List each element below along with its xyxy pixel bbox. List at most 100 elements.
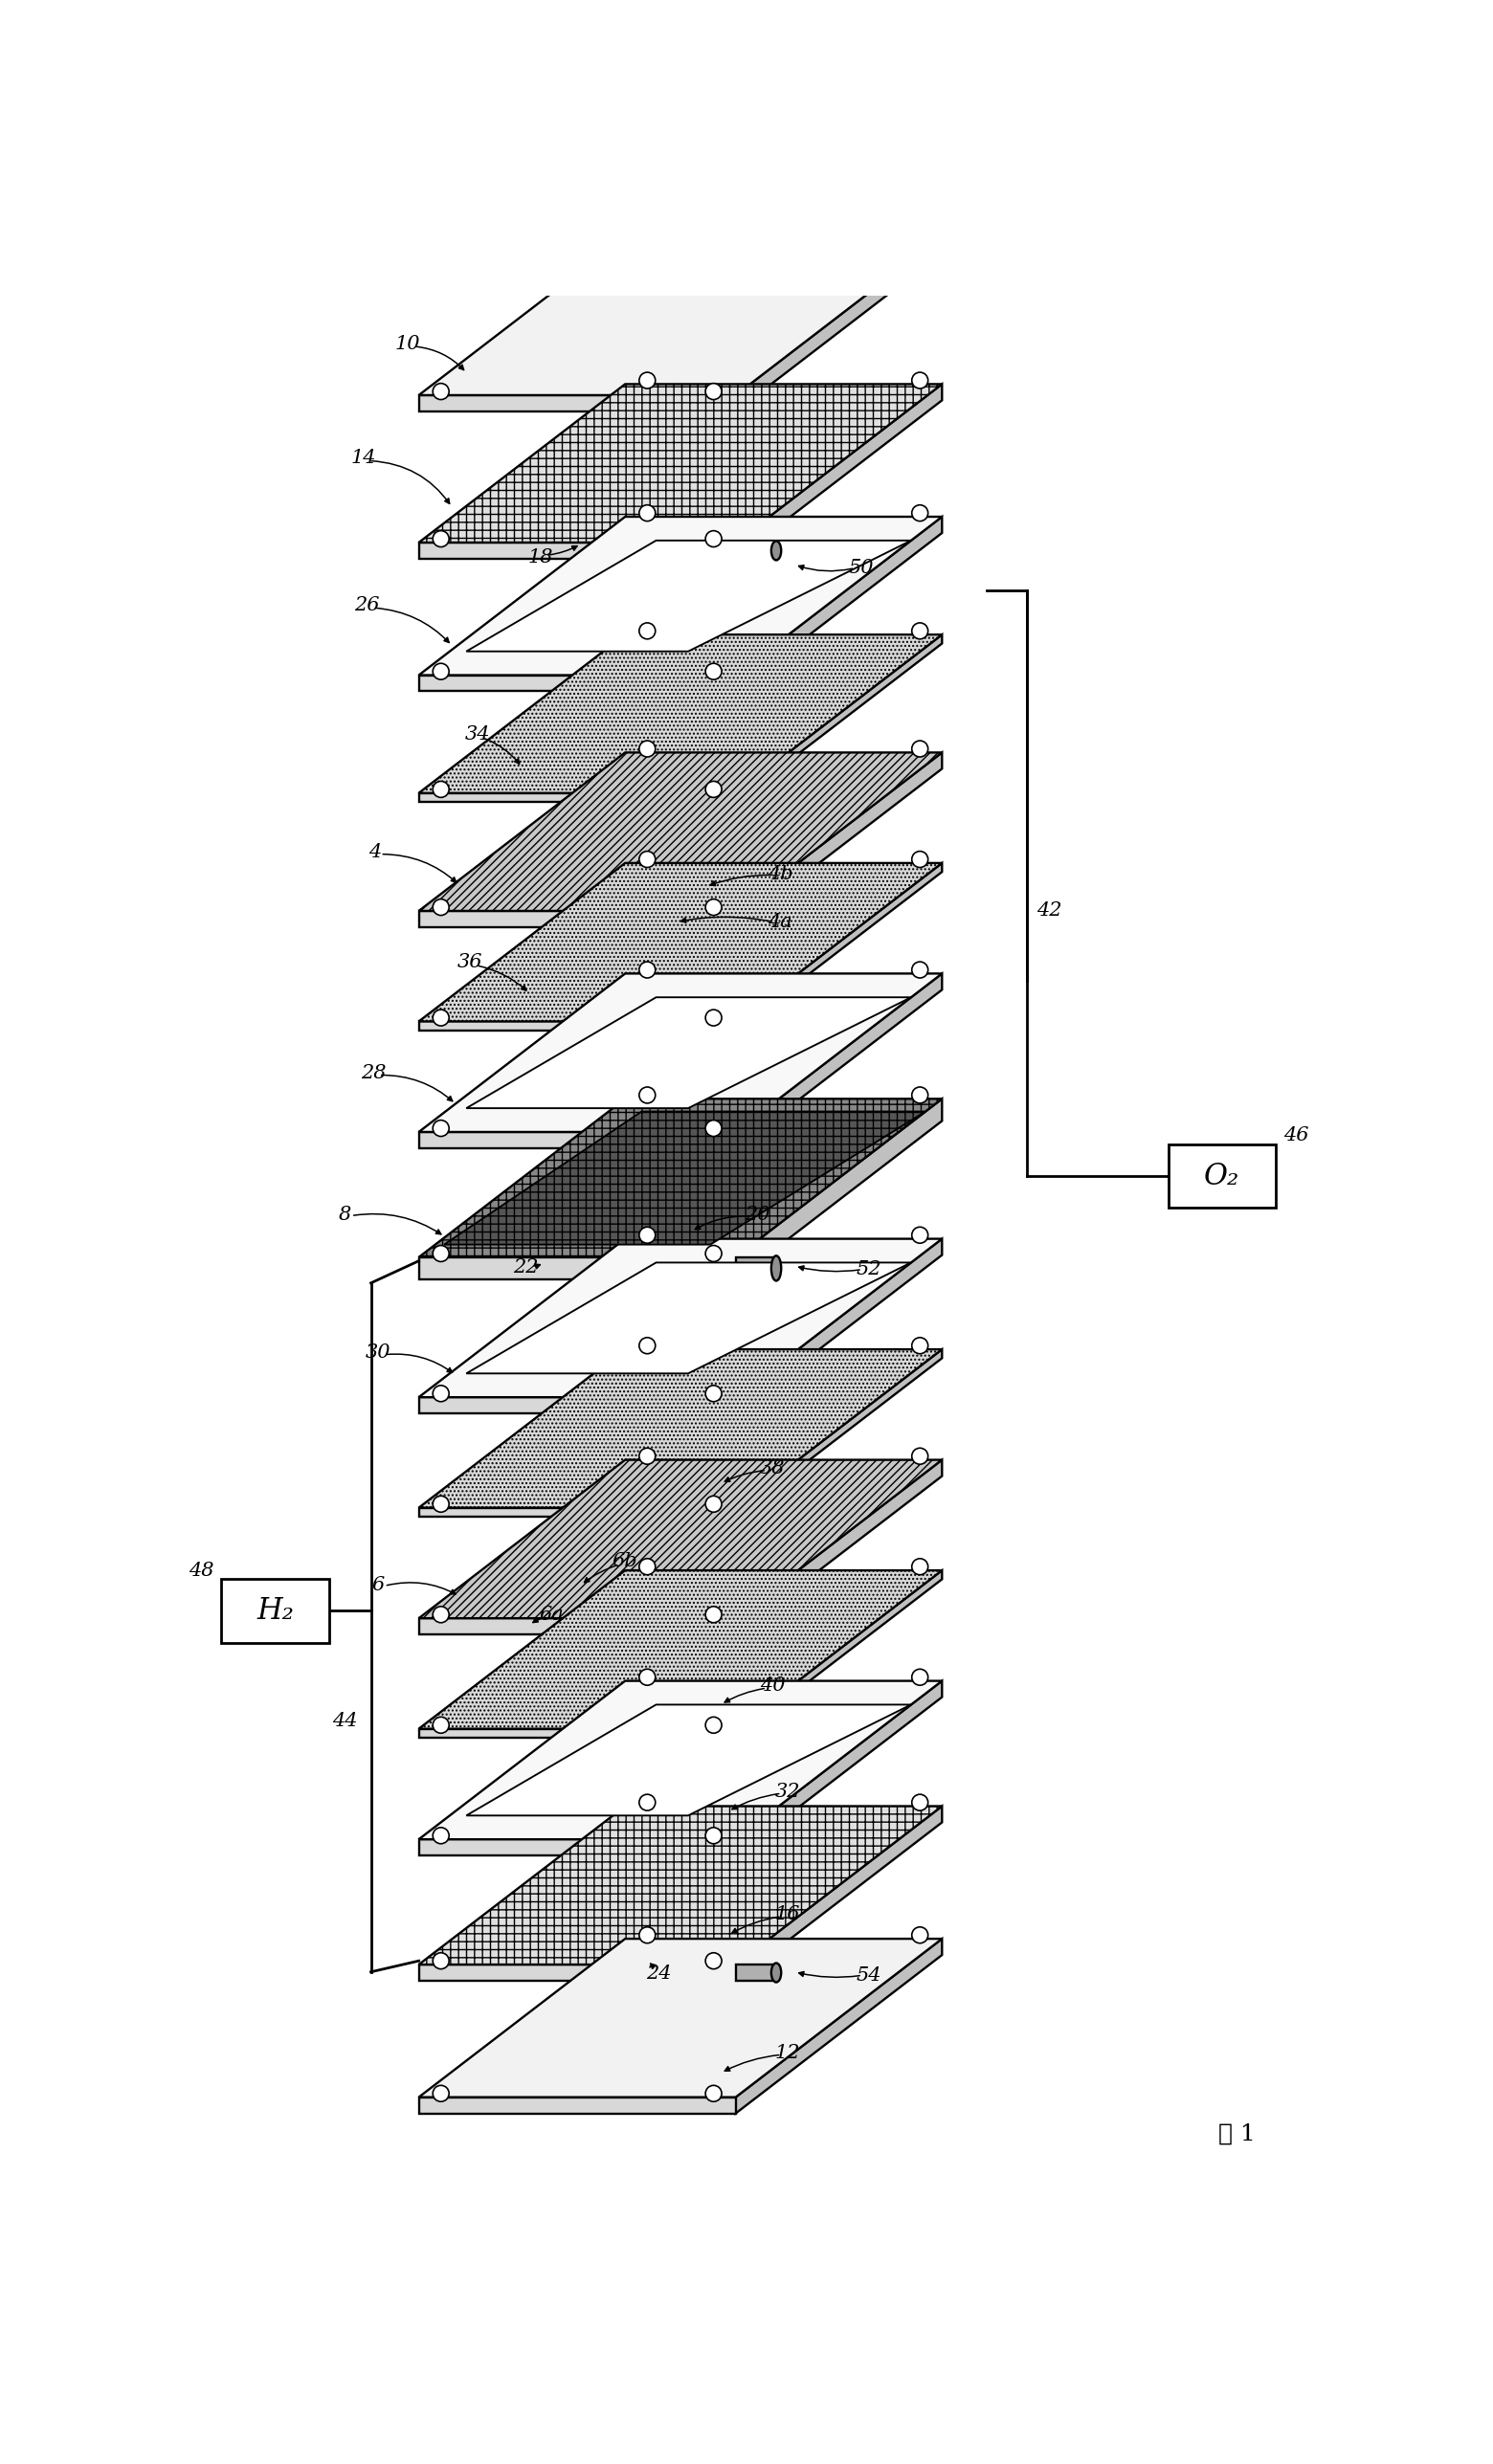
Polygon shape <box>736 517 942 692</box>
FancyArrowPatch shape <box>799 1971 860 1976</box>
Polygon shape <box>736 237 942 411</box>
Polygon shape <box>420 517 942 675</box>
FancyArrowPatch shape <box>549 547 578 554</box>
Polygon shape <box>420 1350 942 1508</box>
Circle shape <box>433 2085 449 2102</box>
Circle shape <box>912 1338 929 1353</box>
Circle shape <box>639 1227 655 1244</box>
Polygon shape <box>420 1257 736 1279</box>
Circle shape <box>639 372 655 389</box>
Polygon shape <box>420 237 942 394</box>
Circle shape <box>912 1927 929 1944</box>
FancyArrowPatch shape <box>382 1074 452 1101</box>
Circle shape <box>639 505 655 522</box>
Polygon shape <box>466 1705 911 1816</box>
Circle shape <box>706 663 721 680</box>
Circle shape <box>912 1560 929 1574</box>
FancyArrowPatch shape <box>485 739 520 764</box>
FancyArrowPatch shape <box>724 1688 764 1703</box>
Ellipse shape <box>772 1257 781 1281</box>
Circle shape <box>639 850 655 867</box>
Polygon shape <box>420 1023 736 1030</box>
Polygon shape <box>420 1619 736 1634</box>
Text: 18: 18 <box>527 547 552 567</box>
Polygon shape <box>736 542 776 559</box>
Text: O₂: O₂ <box>1205 1161 1239 1190</box>
Circle shape <box>706 1954 721 1969</box>
Text: 20: 20 <box>745 1205 770 1225</box>
Text: 34: 34 <box>466 724 490 744</box>
FancyBboxPatch shape <box>221 1579 328 1643</box>
Circle shape <box>706 781 721 798</box>
Ellipse shape <box>772 1964 781 1981</box>
FancyArrowPatch shape <box>478 966 526 991</box>
FancyArrowPatch shape <box>651 1964 655 1969</box>
Circle shape <box>706 1717 721 1732</box>
Circle shape <box>706 1010 721 1025</box>
Polygon shape <box>736 1350 942 1515</box>
Circle shape <box>706 1121 721 1136</box>
Polygon shape <box>736 1257 776 1279</box>
Text: 14: 14 <box>351 448 376 466</box>
Circle shape <box>706 1385 721 1402</box>
Text: 44: 44 <box>333 1712 358 1730</box>
Circle shape <box>433 384 449 399</box>
Polygon shape <box>420 1939 942 2097</box>
Polygon shape <box>420 752 942 912</box>
Circle shape <box>433 1607 449 1624</box>
Polygon shape <box>420 1806 942 1964</box>
Circle shape <box>433 1010 449 1025</box>
Polygon shape <box>420 394 736 411</box>
Polygon shape <box>736 1239 942 1414</box>
Circle shape <box>706 530 721 547</box>
Circle shape <box>639 1338 655 1353</box>
FancyArrowPatch shape <box>584 1565 617 1582</box>
Text: 6: 6 <box>372 1577 385 1594</box>
Circle shape <box>639 742 655 756</box>
Circle shape <box>639 1794 655 1811</box>
Text: 4b: 4b <box>767 865 793 882</box>
Text: 22: 22 <box>514 1259 539 1276</box>
Polygon shape <box>420 1131 736 1148</box>
FancyArrowPatch shape <box>387 1582 455 1594</box>
Circle shape <box>706 1496 721 1513</box>
Polygon shape <box>420 1570 942 1730</box>
Polygon shape <box>420 973 942 1131</box>
Text: 54: 54 <box>855 1966 881 1984</box>
Ellipse shape <box>772 542 781 559</box>
Text: 36: 36 <box>458 954 484 971</box>
Text: 42: 42 <box>1036 902 1062 919</box>
Polygon shape <box>420 862 942 1023</box>
Circle shape <box>639 961 655 978</box>
Circle shape <box>912 1227 929 1244</box>
Text: 30: 30 <box>366 1343 391 1363</box>
Circle shape <box>639 1449 655 1464</box>
Circle shape <box>433 1121 449 1136</box>
FancyArrowPatch shape <box>799 1266 860 1271</box>
Text: 40: 40 <box>760 1678 785 1695</box>
Circle shape <box>912 961 929 978</box>
Circle shape <box>639 1560 655 1574</box>
Circle shape <box>706 384 721 399</box>
Polygon shape <box>736 1806 942 1981</box>
Circle shape <box>706 1828 721 1843</box>
Circle shape <box>912 1449 929 1464</box>
Circle shape <box>912 623 929 638</box>
Circle shape <box>433 1828 449 1843</box>
FancyArrowPatch shape <box>732 1794 779 1809</box>
Polygon shape <box>736 1964 776 1981</box>
Text: 16: 16 <box>775 1905 800 1924</box>
FancyArrowPatch shape <box>724 2055 779 2070</box>
Polygon shape <box>420 1730 736 1737</box>
FancyArrowPatch shape <box>375 609 449 643</box>
Polygon shape <box>420 542 736 559</box>
Polygon shape <box>466 540 911 650</box>
FancyArrowPatch shape <box>372 461 449 503</box>
Text: 图 1: 图 1 <box>1218 2124 1256 2146</box>
FancyArrowPatch shape <box>724 1471 764 1481</box>
Circle shape <box>639 224 655 241</box>
FancyArrowPatch shape <box>382 855 457 882</box>
Circle shape <box>433 899 449 914</box>
FancyArrowPatch shape <box>732 1917 779 1932</box>
Text: 10: 10 <box>396 335 421 352</box>
